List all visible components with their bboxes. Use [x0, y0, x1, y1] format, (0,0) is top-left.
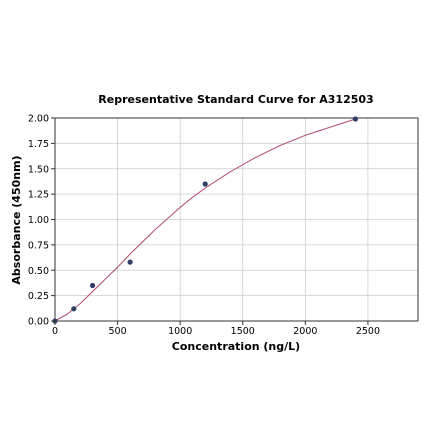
y-tick-label: 0.25 [28, 291, 49, 302]
data-point [71, 306, 77, 312]
x-tick-label: 0 [52, 326, 58, 337]
x-axis-label: Concentration (ng/L) [172, 340, 300, 353]
y-axis-label: Absorbance (450nm) [10, 155, 23, 284]
y-tick-label: 1.25 [28, 190, 49, 201]
x-tick-label: 2500 [356, 326, 380, 337]
data-point [89, 282, 96, 289]
fit-curve-layer [54, 118, 356, 322]
x-axis-ticks: 0 500 1000 1500 2000 2500 [52, 321, 380, 337]
x-tick-label: 1000 [168, 326, 192, 337]
x-tick-label: 1500 [231, 326, 255, 337]
y-tick-label: 1.00 [28, 215, 49, 226]
x-tick-label: 2000 [293, 326, 317, 337]
x-tick-label: 500 [109, 326, 127, 337]
chart-title: Representative Standard Curve for A31250… [98, 93, 373, 106]
y-tick-label: 0.00 [28, 317, 49, 328]
y-tick-label: 0.75 [28, 240, 49, 251]
fit-curve-line [54, 118, 356, 322]
y-tick-label: 1.75 [28, 139, 49, 150]
y-tick-label: 2.00 [28, 114, 49, 125]
y-tick-label: 1.50 [28, 164, 49, 175]
data-point [202, 181, 208, 187]
y-tick-label: 0.50 [28, 266, 49, 277]
y-axis-ticks: 0.00 0.25 0.50 0.75 1.00 1.25 1.50 1.75 2.00 [28, 114, 55, 328]
data-point [127, 259, 133, 265]
data-point [352, 116, 359, 122]
